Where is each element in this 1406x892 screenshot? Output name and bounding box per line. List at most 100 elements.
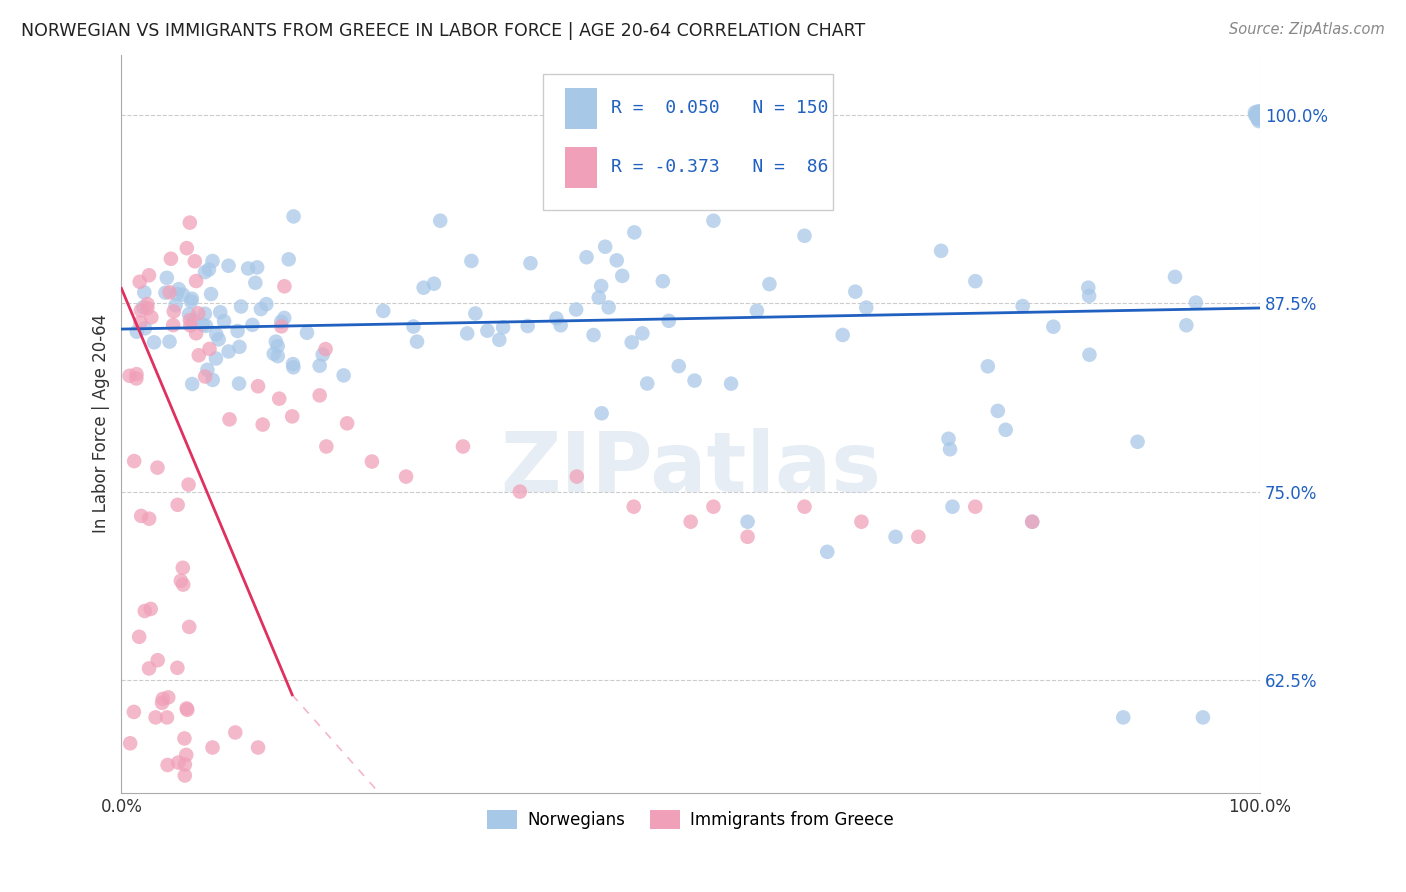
Point: [179, 313, 201, 327]
Point: [1011, 299, 1033, 313]
Point: [1249, 107, 1271, 121]
Point: [745, 303, 768, 318]
Point: [224, 725, 246, 739]
Point: [125, 367, 148, 381]
Point: [1244, 108, 1267, 122]
Point: [565, 302, 588, 317]
Point: [273, 310, 295, 325]
Point: [263, 347, 285, 361]
Point: [173, 731, 195, 746]
Point: [212, 314, 235, 328]
Point: [831, 328, 853, 343]
Point: [1021, 515, 1043, 529]
Point: [591, 406, 613, 420]
Point: [156, 758, 179, 772]
Point: [247, 740, 270, 755]
Point: [519, 256, 541, 270]
Point: [1247, 106, 1270, 120]
Point: [907, 530, 929, 544]
Point: [623, 226, 645, 240]
Point: [180, 294, 202, 309]
Point: [598, 301, 620, 315]
Point: [174, 747, 197, 762]
Point: [129, 303, 152, 318]
Point: [939, 442, 962, 457]
Point: [509, 484, 531, 499]
Point: [254, 297, 277, 311]
Point: [184, 326, 207, 341]
Point: [136, 301, 159, 315]
Point: [145, 710, 167, 724]
Point: [1175, 318, 1198, 333]
Point: [575, 250, 598, 264]
Point: [1078, 348, 1101, 362]
Point: [270, 319, 292, 334]
Point: [851, 515, 873, 529]
Point: [1249, 107, 1271, 121]
Point: [1249, 109, 1271, 123]
Point: [177, 307, 200, 321]
Point: [1250, 106, 1272, 120]
Point: [1247, 107, 1270, 121]
Point: [1250, 104, 1272, 119]
Point: [1126, 434, 1149, 449]
Point: [166, 498, 188, 512]
Point: [1251, 104, 1274, 119]
Point: [1112, 710, 1135, 724]
Point: [815, 545, 838, 559]
Bar: [565, 88, 598, 128]
Point: [938, 432, 960, 446]
Legend: Norwegians, Immigrants from Greece: Norwegians, Immigrants from Greece: [481, 804, 901, 836]
Point: [179, 216, 201, 230]
Point: [1042, 319, 1064, 334]
Point: [460, 254, 482, 268]
Point: [205, 327, 228, 342]
Point: [987, 404, 1010, 418]
Point: [283, 210, 305, 224]
Point: [1249, 110, 1271, 124]
Point: [159, 334, 181, 349]
Point: [1247, 108, 1270, 122]
Point: [172, 577, 194, 591]
Point: [941, 500, 963, 514]
Point: [550, 318, 572, 333]
Point: [1078, 289, 1101, 303]
Point: [281, 357, 304, 371]
Point: [793, 500, 815, 514]
Point: [208, 332, 231, 346]
Point: [308, 388, 330, 402]
Point: [146, 653, 169, 667]
Point: [195, 318, 218, 333]
Point: [252, 417, 274, 432]
Y-axis label: In Labor Force | Age 20-64: In Labor Force | Age 20-64: [93, 314, 110, 533]
Point: [516, 319, 538, 334]
Point: [218, 259, 240, 273]
Point: [201, 740, 224, 755]
Point: [1077, 280, 1099, 294]
Point: [155, 285, 177, 300]
Point: [134, 285, 156, 300]
Point: [194, 307, 217, 321]
Point: [994, 423, 1017, 437]
Point: [229, 300, 252, 314]
Point: [201, 254, 224, 268]
Point: [194, 369, 217, 384]
Point: [267, 339, 290, 353]
Point: [737, 515, 759, 529]
Point: [138, 268, 160, 283]
Point: [679, 515, 702, 529]
Point: [965, 500, 987, 514]
Point: [128, 630, 150, 644]
Point: [198, 262, 221, 277]
Point: [1247, 110, 1270, 124]
Point: [1251, 109, 1274, 123]
Point: [226, 324, 249, 338]
Point: [194, 265, 217, 279]
Point: [205, 351, 228, 366]
Point: [606, 253, 628, 268]
Point: [1251, 112, 1274, 127]
Point: [591, 279, 613, 293]
Point: [152, 691, 174, 706]
Point: [139, 602, 162, 616]
Point: [264, 334, 287, 349]
